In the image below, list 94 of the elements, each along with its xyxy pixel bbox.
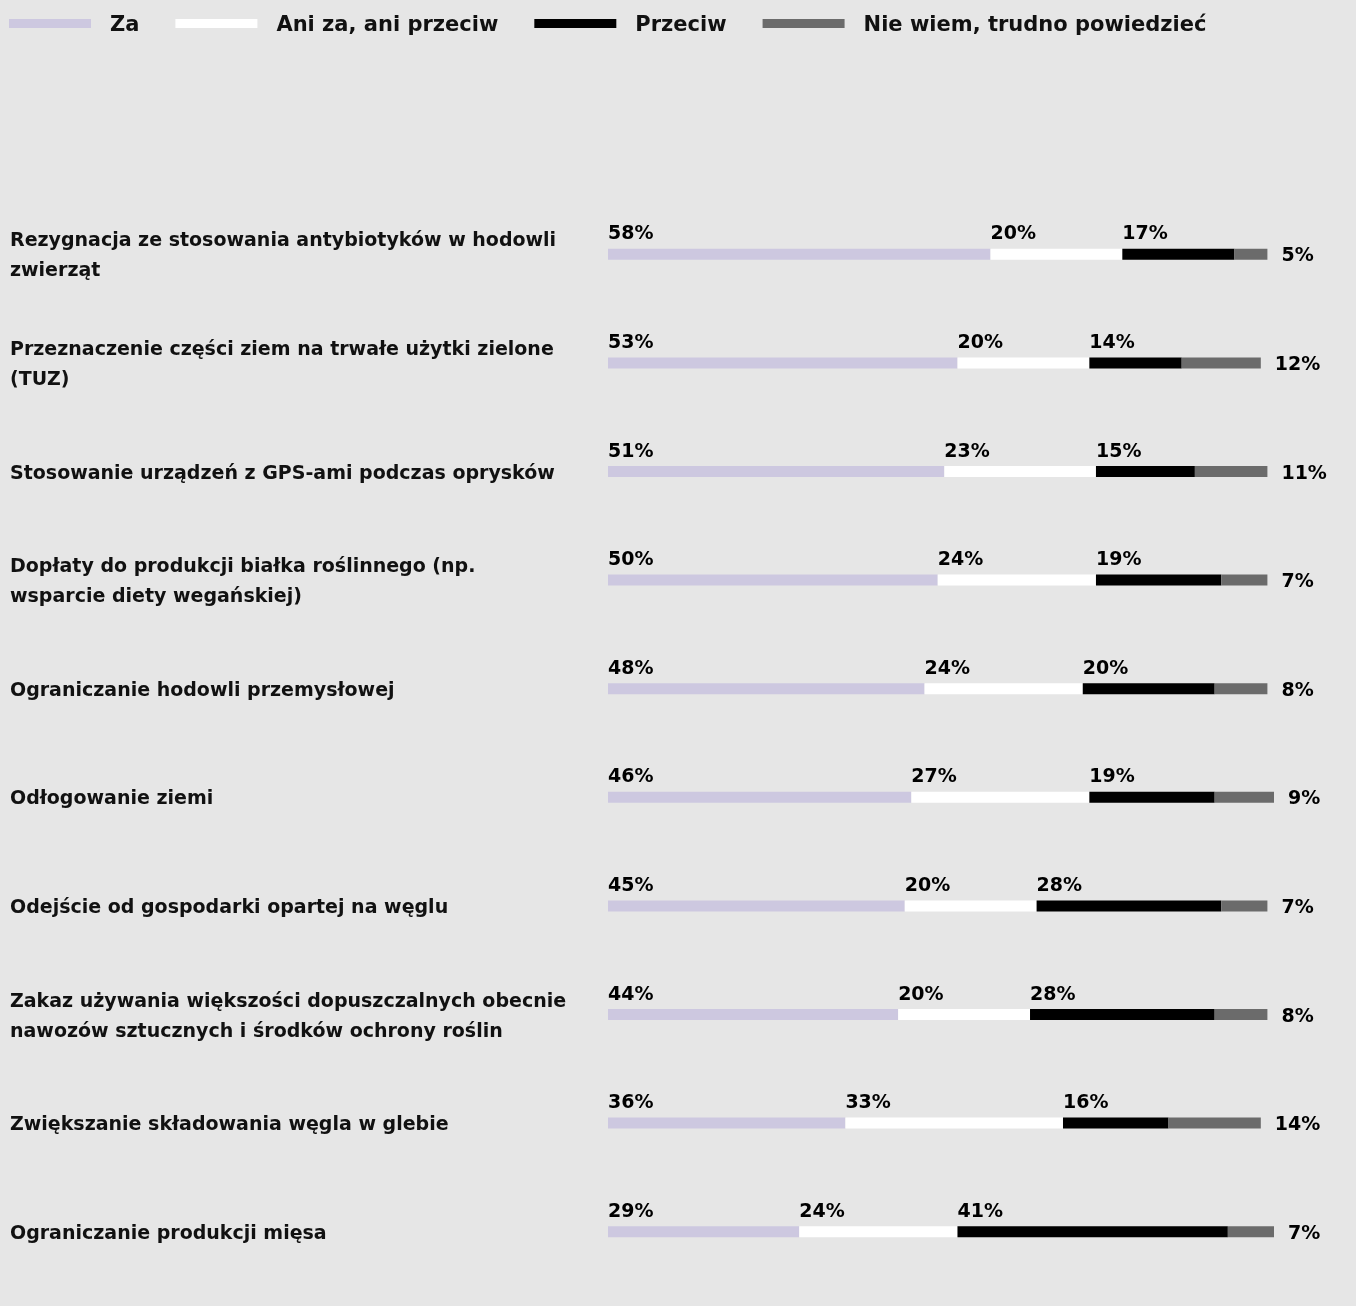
y-tick-label: Stosowanie urządzeń z GPS-ami podczas oprysków (10, 460, 555, 483)
data-label: 14% (1089, 329, 1135, 352)
y-tick-label: Ograniczanie produkcji mięsa (10, 1220, 327, 1243)
bar (944, 466, 1096, 477)
data-label: 19% (1095, 547, 1142, 570)
data-label: 44% (608, 981, 654, 1004)
bar (608, 900, 905, 912)
data-label: 53% (608, 329, 654, 352)
bar (608, 466, 945, 477)
bar (1227, 1226, 1274, 1238)
data-label: 41% (957, 1198, 1003, 1221)
data-label: 46% (608, 764, 654, 787)
bar (1062, 1117, 1169, 1129)
bar (924, 683, 1083, 695)
bar (898, 1009, 1031, 1020)
data-label: 17% (1122, 221, 1168, 244)
legend-label: Za (110, 11, 140, 36)
data-label: 20% (904, 872, 951, 895)
bar (990, 248, 1123, 260)
data-label: 24% (924, 655, 970, 678)
y-tick-label: Odłogowanie ziemi (10, 786, 214, 809)
y-tick-label: Zwiększanie składowania węgla w glebie (10, 1112, 449, 1135)
data-label: 14% (1274, 1112, 1321, 1135)
bar (1168, 1117, 1261, 1129)
bar (799, 1226, 958, 1238)
bar (1181, 357, 1261, 369)
bar (911, 791, 1090, 803)
y-tick-label: Ograniczanie hodowli przemysłowej (10, 677, 395, 700)
y-tick-label: Odejście od gospodarki opartej na węglu (10, 894, 449, 917)
bar (1234, 248, 1268, 260)
y-tick-label: Rezygnacja ze stosowania antybiotyków w hodowli zwierząt (10, 228, 563, 281)
bar (957, 357, 1090, 369)
bar (1214, 791, 1274, 803)
legend-label: Ani za, ani przeciw (276, 11, 499, 36)
data-label: 23% (944, 438, 990, 461)
bar (608, 1226, 800, 1238)
data-label: 50% (608, 547, 654, 570)
bar (1089, 357, 1182, 369)
data-label: 8% (1281, 1003, 1314, 1026)
data-label: 29% (608, 1198, 654, 1221)
bar (1082, 683, 1215, 695)
bar (1089, 791, 1215, 803)
bar (608, 1009, 899, 1020)
data-label: 19% (1089, 764, 1135, 787)
data-label: 8% (1281, 677, 1314, 700)
bar (608, 357, 958, 369)
bar (937, 574, 1096, 586)
data-label: 20% (898, 981, 944, 1004)
bar (1214, 1009, 1268, 1020)
bar (608, 683, 925, 695)
bar (1095, 574, 1222, 586)
bar (608, 791, 912, 803)
bar (608, 248, 991, 260)
bar (608, 1117, 846, 1129)
bar (904, 900, 1037, 912)
data-label: 20% (1082, 655, 1129, 678)
bar (845, 1117, 1063, 1129)
bar (608, 574, 938, 586)
data-label: 51% (608, 438, 654, 461)
legend-label: Nie wiem, trudno powiedzieć (863, 11, 1207, 36)
bar (1214, 683, 1268, 695)
data-label: 28% (1030, 981, 1076, 1004)
data-label: 15% (1095, 438, 1142, 461)
bar (1194, 466, 1268, 477)
data-label: 20% (990, 221, 1036, 244)
data-label: 5% (1281, 243, 1314, 266)
data-label: 58% (608, 221, 654, 244)
data-label: 24% (937, 547, 984, 570)
y-tick-label: Przeznaczenie części ziem na trwałe użytki zielone (TUZ) (10, 336, 561, 389)
y-tick-label: Dopłaty do produkcji białka roślinnego (np. wsparcie diety wegańskiej) (10, 554, 483, 607)
data-label: 12% (1274, 351, 1321, 374)
bar (1036, 900, 1222, 912)
bar (1122, 248, 1235, 260)
y-tick-label: Zakaz używania większości dopuszczalnych obecnie nawozów sztucznych i środków ochrony roślin (10, 988, 573, 1041)
data-label: 7% (1281, 894, 1314, 917)
bar (1095, 466, 1195, 477)
bar (1221, 900, 1268, 912)
data-label: 7% (1281, 569, 1314, 592)
bar (1030, 1009, 1215, 1020)
data-label: 27% (911, 764, 957, 787)
legend-label: Przeciw (635, 11, 727, 36)
data-label: 45% (608, 872, 654, 895)
data-label: 7% (1288, 1220, 1321, 1243)
data-label: 28% (1036, 872, 1083, 895)
data-label: 33% (845, 1090, 891, 1113)
data-label: 9% (1288, 786, 1321, 809)
data-label: 20% (957, 329, 1003, 352)
data-label: 48% (608, 655, 654, 678)
data-label: 16% (1062, 1090, 1109, 1113)
data-label: 24% (799, 1198, 845, 1221)
bar (957, 1226, 1228, 1238)
data-label: 36% (608, 1090, 654, 1113)
data-label: 11% (1281, 460, 1327, 483)
bar (1221, 574, 1268, 586)
